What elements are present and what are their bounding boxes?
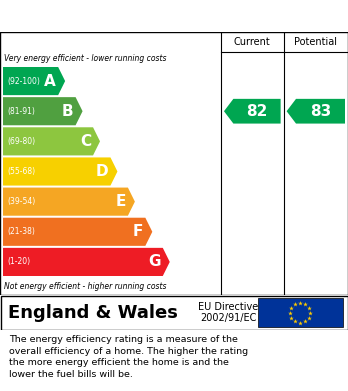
- Text: (55-68): (55-68): [7, 167, 35, 176]
- Polygon shape: [3, 248, 170, 276]
- Text: (69-80): (69-80): [7, 137, 35, 146]
- Text: (39-54): (39-54): [7, 197, 35, 206]
- Polygon shape: [3, 127, 100, 156]
- Text: Current: Current: [234, 37, 271, 47]
- Text: A: A: [45, 74, 56, 89]
- Polygon shape: [224, 99, 280, 124]
- Polygon shape: [3, 188, 135, 216]
- Text: Energy Efficiency Rating: Energy Efficiency Rating: [9, 9, 219, 23]
- Text: F: F: [133, 224, 143, 239]
- Text: Not energy efficient - higher running costs: Not energy efficient - higher running co…: [4, 282, 166, 291]
- Text: C: C: [80, 134, 91, 149]
- Text: EU Directive
2002/91/EC: EU Directive 2002/91/EC: [198, 302, 258, 323]
- Text: 83: 83: [310, 104, 331, 119]
- Text: (1-20): (1-20): [7, 257, 30, 266]
- Text: Potential: Potential: [294, 37, 337, 47]
- Text: (92-100): (92-100): [7, 77, 40, 86]
- Text: G: G: [148, 255, 161, 269]
- Text: (21-38): (21-38): [7, 227, 35, 236]
- Text: 82: 82: [246, 104, 268, 119]
- Polygon shape: [3, 67, 65, 95]
- Text: E: E: [116, 194, 126, 209]
- Polygon shape: [3, 158, 117, 186]
- Polygon shape: [3, 97, 82, 125]
- Text: The energy efficiency rating is a measure of the
overall efficiency of a home. T: The energy efficiency rating is a measur…: [9, 335, 248, 379]
- Text: England & Wales: England & Wales: [8, 303, 178, 321]
- Text: B: B: [62, 104, 73, 119]
- Polygon shape: [3, 218, 152, 246]
- Text: Very energy efficient - lower running costs: Very energy efficient - lower running co…: [4, 54, 166, 63]
- Bar: [258, 298, 343, 327]
- Text: (81-91): (81-91): [7, 107, 35, 116]
- Polygon shape: [287, 99, 345, 124]
- Text: D: D: [96, 164, 109, 179]
